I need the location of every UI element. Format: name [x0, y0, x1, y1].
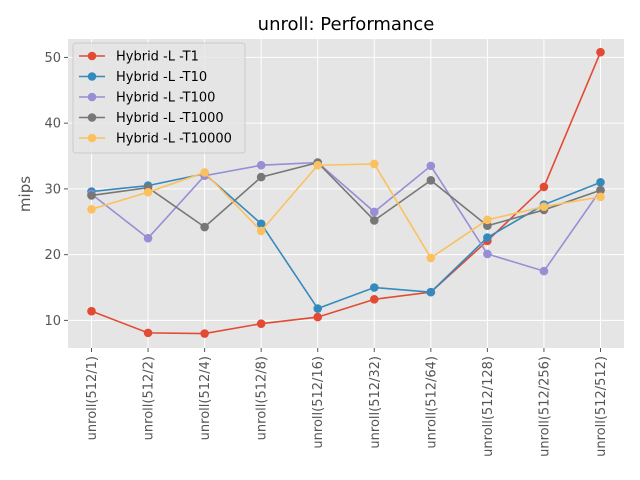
data-point	[313, 312, 323, 322]
legend-swatch-marker	[87, 92, 97, 102]
data-point	[200, 222, 209, 232]
data-point	[596, 47, 605, 57]
x-tick-label: unroll(512/4)	[198, 356, 213, 440]
data-point	[539, 202, 549, 211]
legend-item: Hybrid -L -T100	[79, 91, 215, 106]
legend-swatch-marker	[87, 113, 97, 122]
legend-item: Hybrid -L -T10000	[79, 132, 232, 147]
data-point	[143, 328, 153, 338]
y-axis-label: mips	[16, 176, 34, 212]
data-point	[256, 172, 266, 182]
legend-box	[72, 42, 246, 154]
data-point	[256, 226, 266, 236]
series-5	[87, 159, 605, 263]
x-axis-ticks: unroll(512/1) unroll(512/2) unroll(512/4) u…	[85, 348, 609, 457]
data-point	[596, 185, 605, 195]
data-point	[200, 168, 209, 177]
y-tick-label: 40	[44, 117, 61, 132]
y-axis-ticks: 10 20 30 40 50	[44, 51, 68, 329]
data-point	[87, 191, 96, 200]
data-point	[200, 329, 209, 338]
x-tick-label: unroll(512/32)	[368, 356, 383, 449]
legend-label: Hybrid -L -T100	[116, 91, 215, 106]
legend-item: Hybrid -L -T10	[79, 70, 207, 85]
x-tick-label: unroll(512/128)	[481, 356, 496, 457]
x-tick-label: unroll(512/16)	[311, 356, 326, 449]
data-point	[483, 233, 492, 242]
data-point	[369, 283, 379, 292]
x-tick-label: unroll(512/1)	[85, 356, 100, 440]
data-point	[256, 160, 266, 170]
series-line	[91, 163, 601, 260]
data-point	[256, 319, 266, 328]
legend-item: Hybrid -L -T1000	[79, 111, 224, 126]
data-point	[369, 216, 379, 225]
data-point	[539, 182, 549, 192]
y-tick-label: 50	[44, 51, 61, 66]
data-point	[539, 266, 549, 276]
data-point	[426, 161, 436, 171]
data-point	[369, 207, 379, 217]
data-point	[483, 215, 492, 225]
series-line	[91, 161, 601, 229]
data-point	[313, 304, 323, 313]
data-point	[256, 219, 266, 229]
legend-item: Hybrid -L -T1	[79, 50, 199, 65]
data-point	[483, 249, 492, 259]
y-tick-label: 20	[44, 248, 61, 263]
x-tick-label: unroll(512/2)	[142, 356, 157, 440]
legend-swatch-marker	[87, 133, 97, 143]
legend-swatch-marker	[87, 51, 97, 61]
series-line	[91, 172, 601, 310]
chart-title: unroll: Performance	[258, 14, 435, 35]
legend-swatch-marker	[87, 72, 97, 81]
y-tick-label: 30	[44, 182, 61, 197]
data-point	[143, 233, 153, 243]
x-tick-label: unroll(512/256)	[537, 356, 552, 457]
y-tick-label: 10	[44, 314, 61, 329]
data-point	[483, 221, 492, 231]
data-point	[87, 306, 96, 316]
data-point	[596, 178, 605, 187]
legend-label: Hybrid -L -T10000	[116, 132, 232, 147]
x-tick-label: unroll(512/64)	[424, 356, 439, 449]
series-group	[87, 47, 605, 338]
x-tick-label: unroll(512/512)	[594, 356, 609, 457]
data-point	[426, 176, 436, 185]
legend-label: Hybrid -L -T1000	[116, 111, 224, 126]
data-point	[87, 204, 96, 214]
legend: Hybrid -L -T1 Hybrid -L -T10 Hybrid -L -T1…	[72, 42, 246, 154]
data-point	[426, 253, 436, 263]
data-point	[143, 187, 153, 197]
data-point	[369, 159, 379, 169]
data-point	[313, 160, 323, 170]
data-point	[596, 192, 605, 202]
data-point	[426, 287, 436, 297]
legend-label: Hybrid -L -T10	[116, 70, 207, 85]
legend-label: Hybrid -L -T1	[116, 50, 199, 65]
x-tick-label: unroll(512/8)	[255, 356, 270, 440]
data-point	[369, 295, 379, 304]
